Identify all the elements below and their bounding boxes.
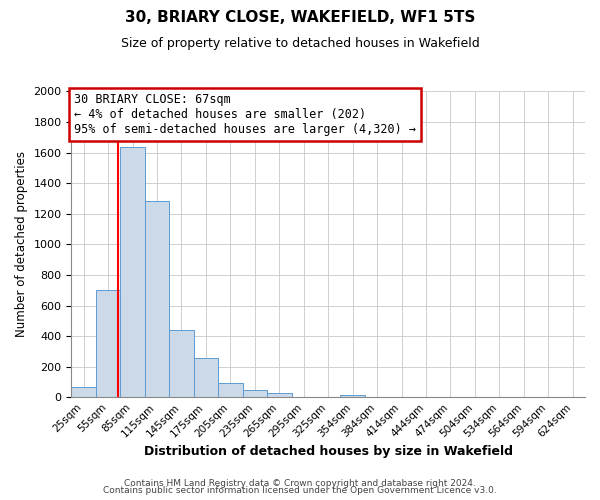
Bar bbox=[194, 358, 218, 397]
Y-axis label: Number of detached properties: Number of detached properties bbox=[15, 152, 28, 338]
Bar bbox=[218, 384, 242, 397]
Bar bbox=[71, 388, 96, 397]
Bar bbox=[242, 390, 267, 397]
Text: Contains public sector information licensed under the Open Government Licence v3: Contains public sector information licen… bbox=[103, 486, 497, 495]
Bar bbox=[96, 290, 121, 397]
Text: 30, BRIARY CLOSE, WAKEFIELD, WF1 5TS: 30, BRIARY CLOSE, WAKEFIELD, WF1 5TS bbox=[125, 10, 475, 25]
Text: Contains HM Land Registry data © Crown copyright and database right 2024.: Contains HM Land Registry data © Crown c… bbox=[124, 478, 476, 488]
Bar bbox=[267, 394, 292, 397]
Text: 30 BRIARY CLOSE: 67sqm
← 4% of detached houses are smaller (202)
95% of semi-det: 30 BRIARY CLOSE: 67sqm ← 4% of detached … bbox=[74, 93, 416, 136]
Text: Size of property relative to detached houses in Wakefield: Size of property relative to detached ho… bbox=[121, 38, 479, 51]
Bar bbox=[145, 201, 169, 397]
X-axis label: Distribution of detached houses by size in Wakefield: Distribution of detached houses by size … bbox=[144, 444, 513, 458]
Bar bbox=[169, 330, 194, 397]
Bar bbox=[340, 395, 365, 397]
Bar bbox=[121, 148, 145, 397]
